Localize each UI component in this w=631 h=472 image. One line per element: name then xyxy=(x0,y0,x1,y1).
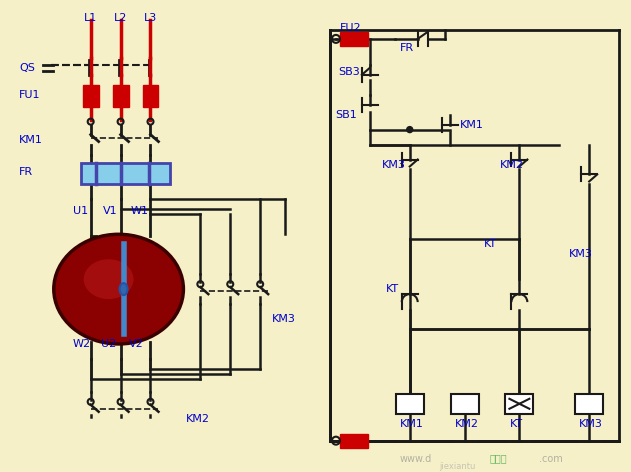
Text: FU1: FU1 xyxy=(19,90,40,100)
Text: L2: L2 xyxy=(114,13,127,23)
Ellipse shape xyxy=(84,259,134,299)
Ellipse shape xyxy=(54,234,184,344)
Bar xyxy=(81,162,170,185)
Bar xyxy=(505,394,533,414)
Text: www.d: www.d xyxy=(400,454,432,464)
Text: 接线图: 接线图 xyxy=(490,454,507,464)
Text: KT: KT xyxy=(509,419,522,429)
Bar xyxy=(451,394,478,414)
Text: L1: L1 xyxy=(84,13,97,23)
Text: FR: FR xyxy=(400,43,414,53)
Text: V1: V1 xyxy=(103,206,117,216)
Text: SB1: SB1 xyxy=(335,110,357,120)
Text: KM2: KM2 xyxy=(454,419,478,429)
Bar xyxy=(340,32,368,46)
Text: U1: U1 xyxy=(73,206,88,216)
Text: KM3: KM3 xyxy=(382,160,406,169)
Bar xyxy=(143,85,158,107)
Text: KM1: KM1 xyxy=(400,419,423,429)
Text: L3: L3 xyxy=(143,13,156,23)
Text: KM3: KM3 xyxy=(579,419,603,429)
Text: KT: KT xyxy=(483,239,497,249)
Text: SB3: SB3 xyxy=(338,67,360,77)
Text: U2: U2 xyxy=(101,339,116,349)
Text: KM1: KM1 xyxy=(459,119,483,130)
Text: KM1: KM1 xyxy=(19,135,43,144)
Circle shape xyxy=(407,126,413,133)
Text: .com: .com xyxy=(540,454,563,464)
Bar xyxy=(112,85,129,107)
Bar xyxy=(575,394,603,414)
Text: KM2: KM2 xyxy=(186,414,209,424)
Text: QS: QS xyxy=(19,63,35,73)
Bar xyxy=(396,394,423,414)
Ellipse shape xyxy=(120,283,127,295)
Bar xyxy=(83,85,98,107)
Text: KM3: KM3 xyxy=(569,249,593,259)
Text: FU2: FU2 xyxy=(340,23,362,33)
Text: V2: V2 xyxy=(129,339,143,349)
Text: W2: W2 xyxy=(73,339,91,349)
Text: KM2: KM2 xyxy=(500,160,524,169)
Text: KT: KT xyxy=(386,284,399,294)
Text: W1: W1 xyxy=(131,206,148,216)
Text: KM3: KM3 xyxy=(272,314,296,324)
Bar xyxy=(340,434,368,447)
Text: jiexiantu: jiexiantu xyxy=(440,462,476,471)
Text: FR: FR xyxy=(19,168,33,177)
